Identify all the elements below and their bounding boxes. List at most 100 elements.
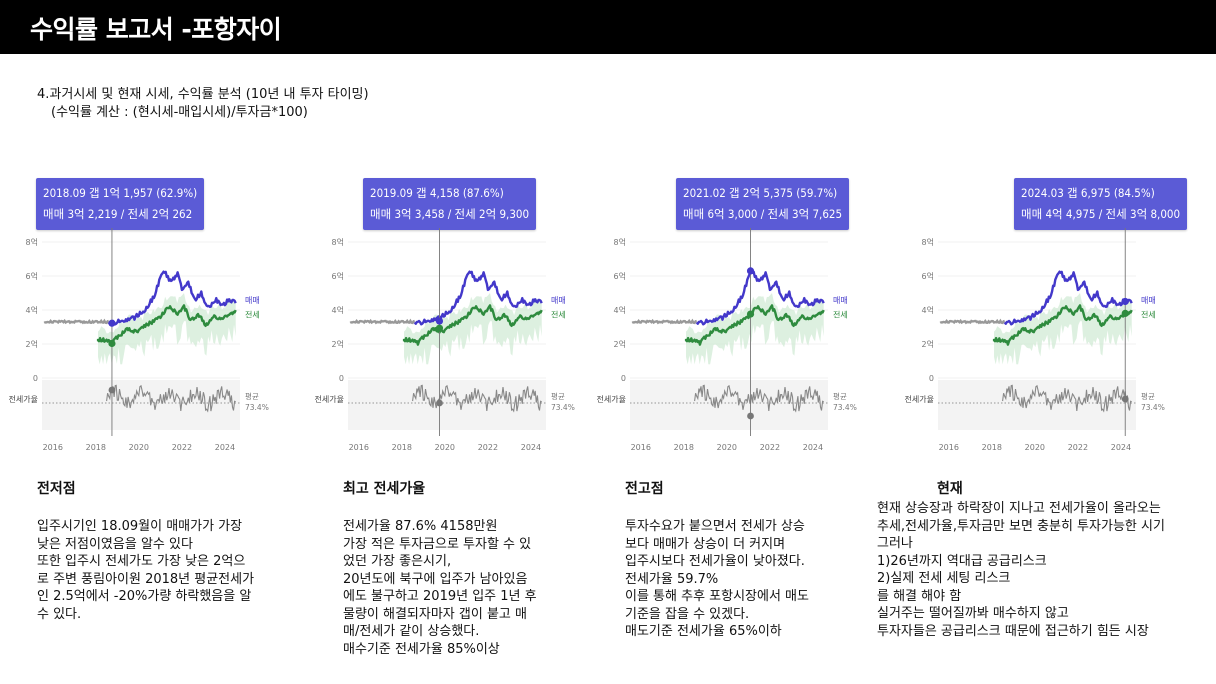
avg-value: 73.4% (551, 403, 575, 412)
intro-text: 4.과거시세 및 현재 시세, 수익률 분석 (10년 내 투자 타이밍) (수… (37, 86, 369, 122)
legend-sale: 매매 (245, 296, 260, 305)
chart-tooltip: 2019.09 갭 4,158 (87.6%) 매매 3억 3,458 / 전세… (363, 178, 537, 230)
tooltip-gap-line: 2019.09 갭 4,158 (87.6%) (370, 186, 504, 200)
legend-sale: 매매 (833, 296, 848, 305)
y-tick-label: 0 (33, 374, 38, 383)
legend-sale: 매매 (551, 296, 566, 305)
x-tick-label: 2022 (478, 443, 498, 452)
legend-jeonse: 전세 (245, 310, 260, 320)
x-tick-label: 2024 (215, 443, 235, 452)
x-tick-label: 2018 (86, 443, 106, 452)
x-tick-label: 2016 (939, 443, 959, 452)
legend-jeonse: 전세 (551, 310, 566, 320)
y-tick-label: 6억 (922, 271, 934, 281)
x-tick-label: 2024 (803, 443, 823, 452)
y-tick-label: 6억 (26, 271, 38, 281)
chart-panel-2: 2019.09 갭 4,158 (87.6%) 매매 3억 3,458 / 전세… (314, 168, 575, 458)
ratio-label: 전세가율 (905, 394, 934, 404)
y-tick-label: 8억 (332, 237, 344, 247)
x-tick-label: 2018 (674, 443, 694, 452)
presale-line (349, 318, 416, 325)
x-tick-label: 2020 (1025, 443, 1045, 452)
section-heading-4: 현재 (937, 481, 963, 497)
jeonse-range-band (404, 293, 542, 365)
jeonse-line (402, 304, 543, 346)
jeonse-line (96, 304, 237, 346)
ratio-line (412, 384, 542, 413)
y-tick-label: 8억 (26, 237, 38, 247)
x-tick-label: 2020 (129, 443, 149, 452)
y-tick-label: 2억 (614, 339, 626, 349)
chart-tooltip: 2018.09 갭 1억 1,957 (62.9%) 매매 3억 2,219 /… (36, 178, 205, 230)
ratio-label: 전세가율 (597, 394, 626, 404)
marker-ratio-point (436, 399, 443, 407)
tooltip-gap-line: 2021.02 갭 2억 5,375 (59.7%) (683, 186, 838, 200)
avg-label: 평균 (1141, 391, 1155, 401)
legend-jeonse: 전세 (1141, 310, 1156, 320)
avg-label: 평균 (245, 391, 259, 401)
tooltip-gap-line: 2018.09 갭 1억 1,957 (62.9%) (43, 186, 198, 200)
avg-value: 73.4% (1141, 403, 1165, 412)
section-heading-1: 전저점 (37, 481, 76, 497)
x-tick-label: 2022 (1068, 443, 1088, 452)
presale-line (43, 318, 110, 325)
ratio-band (42, 380, 240, 430)
tooltip-price-line: 매매 6억 3,000 / 전세 3억 7,625 (683, 207, 843, 221)
x-tick-label: 2018 (982, 443, 1002, 452)
section-heading-3: 전고점 (625, 481, 664, 497)
y-tick-label: 2억 (332, 339, 344, 349)
y-tick-label: 0 (621, 374, 626, 383)
y-tick-label: 4억 (332, 305, 344, 315)
section-body-4: 현재 상승장과 하락장이 지나고 전세가율이 올라오는 추세,전세가율,투자금만… (877, 501, 1165, 639)
x-tick-label: 2024 (521, 443, 541, 452)
sale-line (1003, 270, 1133, 326)
legend-sale: 매매 (1141, 296, 1156, 305)
ratio-band (630, 380, 828, 430)
marker-ratio-point (747, 412, 754, 420)
section-body-1: 입주시기인 18.09월이 매매가가 가장 낮은 저점이였음을 알수 있다 또한… (37, 519, 255, 622)
avg-value: 73.4% (833, 403, 857, 412)
section-heading-2: 최고 전세가율 (343, 481, 426, 497)
marker-sale-point (108, 319, 116, 327)
chart-panel-3: 2021.02 갭 2억 5,375 (59.7%) 매매 6억 3,000 /… (596, 168, 857, 458)
y-tick-label: 4억 (614, 305, 626, 315)
marker-jeonse-point (435, 324, 444, 332)
tooltip-price-line: 매매 3억 2,219 / 전세 2억 262 (43, 207, 193, 221)
y-tick-label: 4억 (26, 305, 38, 315)
y-tick-label: 8억 (922, 237, 934, 247)
intro-line-2: (수익률 계산 : (현시세-매입시세)/투자금*100) (51, 105, 308, 120)
marker-ratio-point (1121, 395, 1129, 403)
marker-sale-point (1121, 297, 1129, 306)
x-tick-label: 2022 (760, 443, 780, 452)
chart-panel-4: 2024.03 갭 6,975 (84.5%) 매매 4억 4,975 / 전세… (904, 168, 1188, 458)
chart-tooltip: 2021.02 갭 2억 5,375 (59.7%) 매매 6억 3,000 /… (676, 178, 850, 230)
title-bar: 수익률 보고서 -포항자이 (0, 0, 1216, 54)
y-tick-label: 2억 (922, 339, 934, 349)
y-tick-label: 0 (339, 374, 344, 383)
marker-ratio-point (108, 386, 116, 394)
marker-jeonse-point (746, 310, 755, 318)
ratio-line (694, 384, 824, 413)
section-body-3: 투자수요가 붙으면서 전세가 상승 보다 매매가 상승이 더 커지며 입주시보다… (625, 519, 809, 639)
jeonse-range-band (686, 293, 824, 365)
x-tick-label: 2016 (43, 443, 63, 452)
y-tick-label: 2억 (26, 339, 38, 349)
ratio-band (938, 380, 1136, 430)
ratio-label: 전세가율 (9, 394, 38, 404)
ratio-line (1002, 384, 1132, 413)
chart-panel-1: 2018.09 갭 1억 1,957 (62.9%) 매매 3억 2,219 /… (8, 168, 269, 458)
tooltip-gap-line: 2024.03 갭 6,975 (84.5%) (1021, 186, 1155, 200)
chart-tooltip: 2024.03 갭 6,975 (84.5%) 매매 4억 4,975 / 전세… (1014, 178, 1188, 230)
sale-line (413, 270, 543, 326)
marker-sale-point (435, 317, 444, 325)
x-tick-label: 2016 (349, 443, 369, 452)
x-tick-label: 2018 (392, 443, 412, 452)
section-body-2: 전세가율 87.6% 4158만원 가장 적은 투자금으로 투자할 수 있 었던… (343, 519, 537, 657)
marker-sale-point (746, 267, 755, 275)
x-tick-label: 2020 (435, 443, 455, 452)
presale-line (631, 318, 698, 325)
